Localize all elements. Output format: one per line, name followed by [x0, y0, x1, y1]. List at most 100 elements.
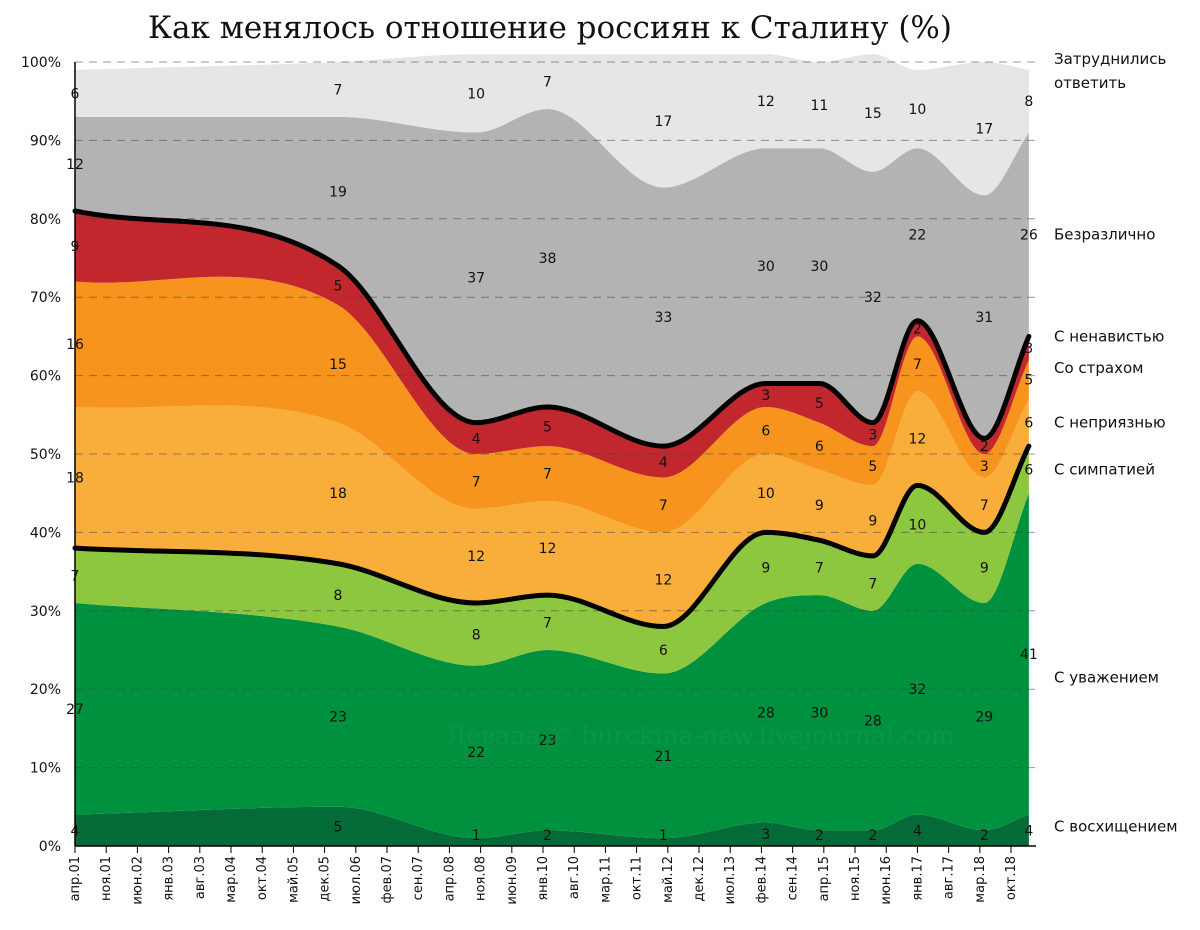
data-label: 7 — [543, 616, 552, 632]
data-label: 5 — [543, 420, 552, 436]
data-label: 30 — [810, 259, 828, 275]
data-label: 32 — [909, 682, 927, 698]
data-label: 12 — [654, 572, 672, 588]
data-label: 4 — [913, 823, 922, 839]
data-label: 21 — [654, 749, 672, 765]
data-label: 5 — [1024, 373, 1033, 389]
x-tick-label: янв.10 — [536, 856, 551, 901]
data-label: 30 — [810, 706, 828, 722]
data-label: 2 — [815, 828, 824, 844]
data-label: 6 — [1024, 416, 1033, 432]
x-tick-label: фев.07 — [380, 856, 395, 903]
legend-item-line: ответить — [1054, 74, 1126, 92]
x-tick-label: июн.02 — [130, 856, 145, 905]
data-label: 10 — [909, 102, 927, 118]
legend-item: С ненавистью — [1054, 327, 1164, 345]
area-5 — [75, 276, 1029, 533]
legend-item: Со страхом — [1054, 359, 1144, 377]
data-label: 6 — [1024, 463, 1033, 479]
data-label: 4 — [1024, 823, 1033, 839]
attitude-total-line — [72, 208, 1032, 449]
data-label: 18 — [66, 471, 84, 487]
data-label: 1 — [472, 828, 481, 844]
area-1 — [75, 806, 1029, 846]
x-tick-label: июл.06 — [349, 856, 364, 904]
data-label: 15 — [329, 357, 347, 373]
data-label: 5 — [334, 819, 343, 835]
x-tick-label: апр.01 — [68, 856, 83, 901]
y-tick-label: 20% — [30, 682, 61, 698]
area-3 — [75, 446, 1029, 674]
y-tick-label: 100% — [21, 55, 61, 71]
data-label: 6 — [761, 423, 770, 439]
x-tick-label: апр.08 — [442, 856, 457, 901]
data-label: 7 — [659, 498, 668, 514]
legend-item: С восхищением — [1054, 817, 1178, 835]
data-label: 16 — [66, 337, 84, 353]
legend-item-line: С восхищением — [1054, 817, 1178, 835]
axes: 0% 10% 20% 30% 40% 50% 60% 70% 80% 90% 100% апр.01 н… — [21, 55, 1036, 905]
x-tick-label: июн.09 — [505, 856, 520, 905]
legend-item-line: Затруднились — [1054, 50, 1166, 68]
legend-item-line: Со страхом — [1054, 359, 1144, 377]
data-label: 4 — [659, 455, 668, 471]
data-label: 6 — [815, 439, 824, 455]
data-label: 8 — [472, 627, 481, 643]
data-label: 6 — [71, 86, 80, 102]
x-tick-label: мар.11 — [598, 856, 613, 903]
data-label: 9 — [868, 514, 877, 530]
legend-item-line: С ненавистью — [1054, 327, 1164, 345]
y-tick-label: 70% — [30, 290, 61, 306]
area-2 — [75, 493, 1029, 839]
data-label: 9 — [980, 561, 989, 577]
data-label: 9 — [761, 561, 770, 577]
x-tick-label: дек.05 — [318, 856, 333, 902]
x-tick-label: май.05 — [286, 856, 301, 903]
legend-item: С неприязнью — [1054, 414, 1166, 432]
y-tick-label: 30% — [30, 604, 61, 620]
data-label: 28 — [757, 706, 775, 722]
data-label: 1 — [659, 828, 668, 844]
watermark: Левада © burckina-new.livejournal.com — [445, 721, 955, 750]
legend-item-line: С неприязнью — [1054, 414, 1166, 432]
x-tick-label: мар.04 — [224, 856, 239, 903]
area-7 — [75, 109, 1029, 447]
data-label: 9 — [71, 239, 80, 255]
data-label: 3 — [761, 388, 770, 404]
y-tick-label: 10% — [30, 761, 61, 777]
legend: Затруднились ответить Безразлично С ненавис… — [1054, 50, 1178, 836]
x-tick-label: авг.03 — [193, 856, 208, 899]
x-tick-label: дек.12 — [692, 856, 707, 902]
data-label: 4 — [472, 431, 481, 447]
bold-boundary-lines — [72, 208, 1032, 629]
data-label: 10 — [467, 86, 485, 102]
x-tick-label: авг.10 — [567, 856, 582, 899]
data-label: 7 — [334, 82, 343, 98]
data-label: 11 — [810, 98, 828, 114]
data-label: 4 — [71, 823, 80, 839]
positive-total-line — [72, 443, 1032, 629]
data-label: 8 — [1024, 94, 1033, 110]
x-tick-label: сен.14 — [786, 856, 801, 900]
x-tick-label: ноя.01 — [99, 856, 114, 901]
stacked-areas — [75, 54, 1029, 846]
data-label: 23 — [539, 733, 557, 749]
data-label: 3 — [980, 459, 989, 475]
y-tick-label: 60% — [30, 369, 61, 385]
y-tick-label: 80% — [30, 212, 61, 228]
x-tick-label: май.12 — [661, 856, 676, 903]
data-label: 7 — [815, 561, 824, 577]
data-label: 7 — [472, 474, 481, 490]
legend-item: С симпатией — [1054, 461, 1155, 479]
data-label: 30 — [757, 259, 775, 275]
x-tick-label: апр.15 — [817, 856, 832, 901]
data-label: 10 — [909, 518, 927, 534]
x-tick-label: сен.07 — [411, 856, 426, 900]
data-label: 12 — [909, 431, 927, 447]
data-label: 37 — [467, 271, 485, 287]
y-tick-label: 0% — [39, 839, 61, 855]
data-label: 26 — [1020, 227, 1038, 243]
data-label: 5 — [334, 278, 343, 294]
